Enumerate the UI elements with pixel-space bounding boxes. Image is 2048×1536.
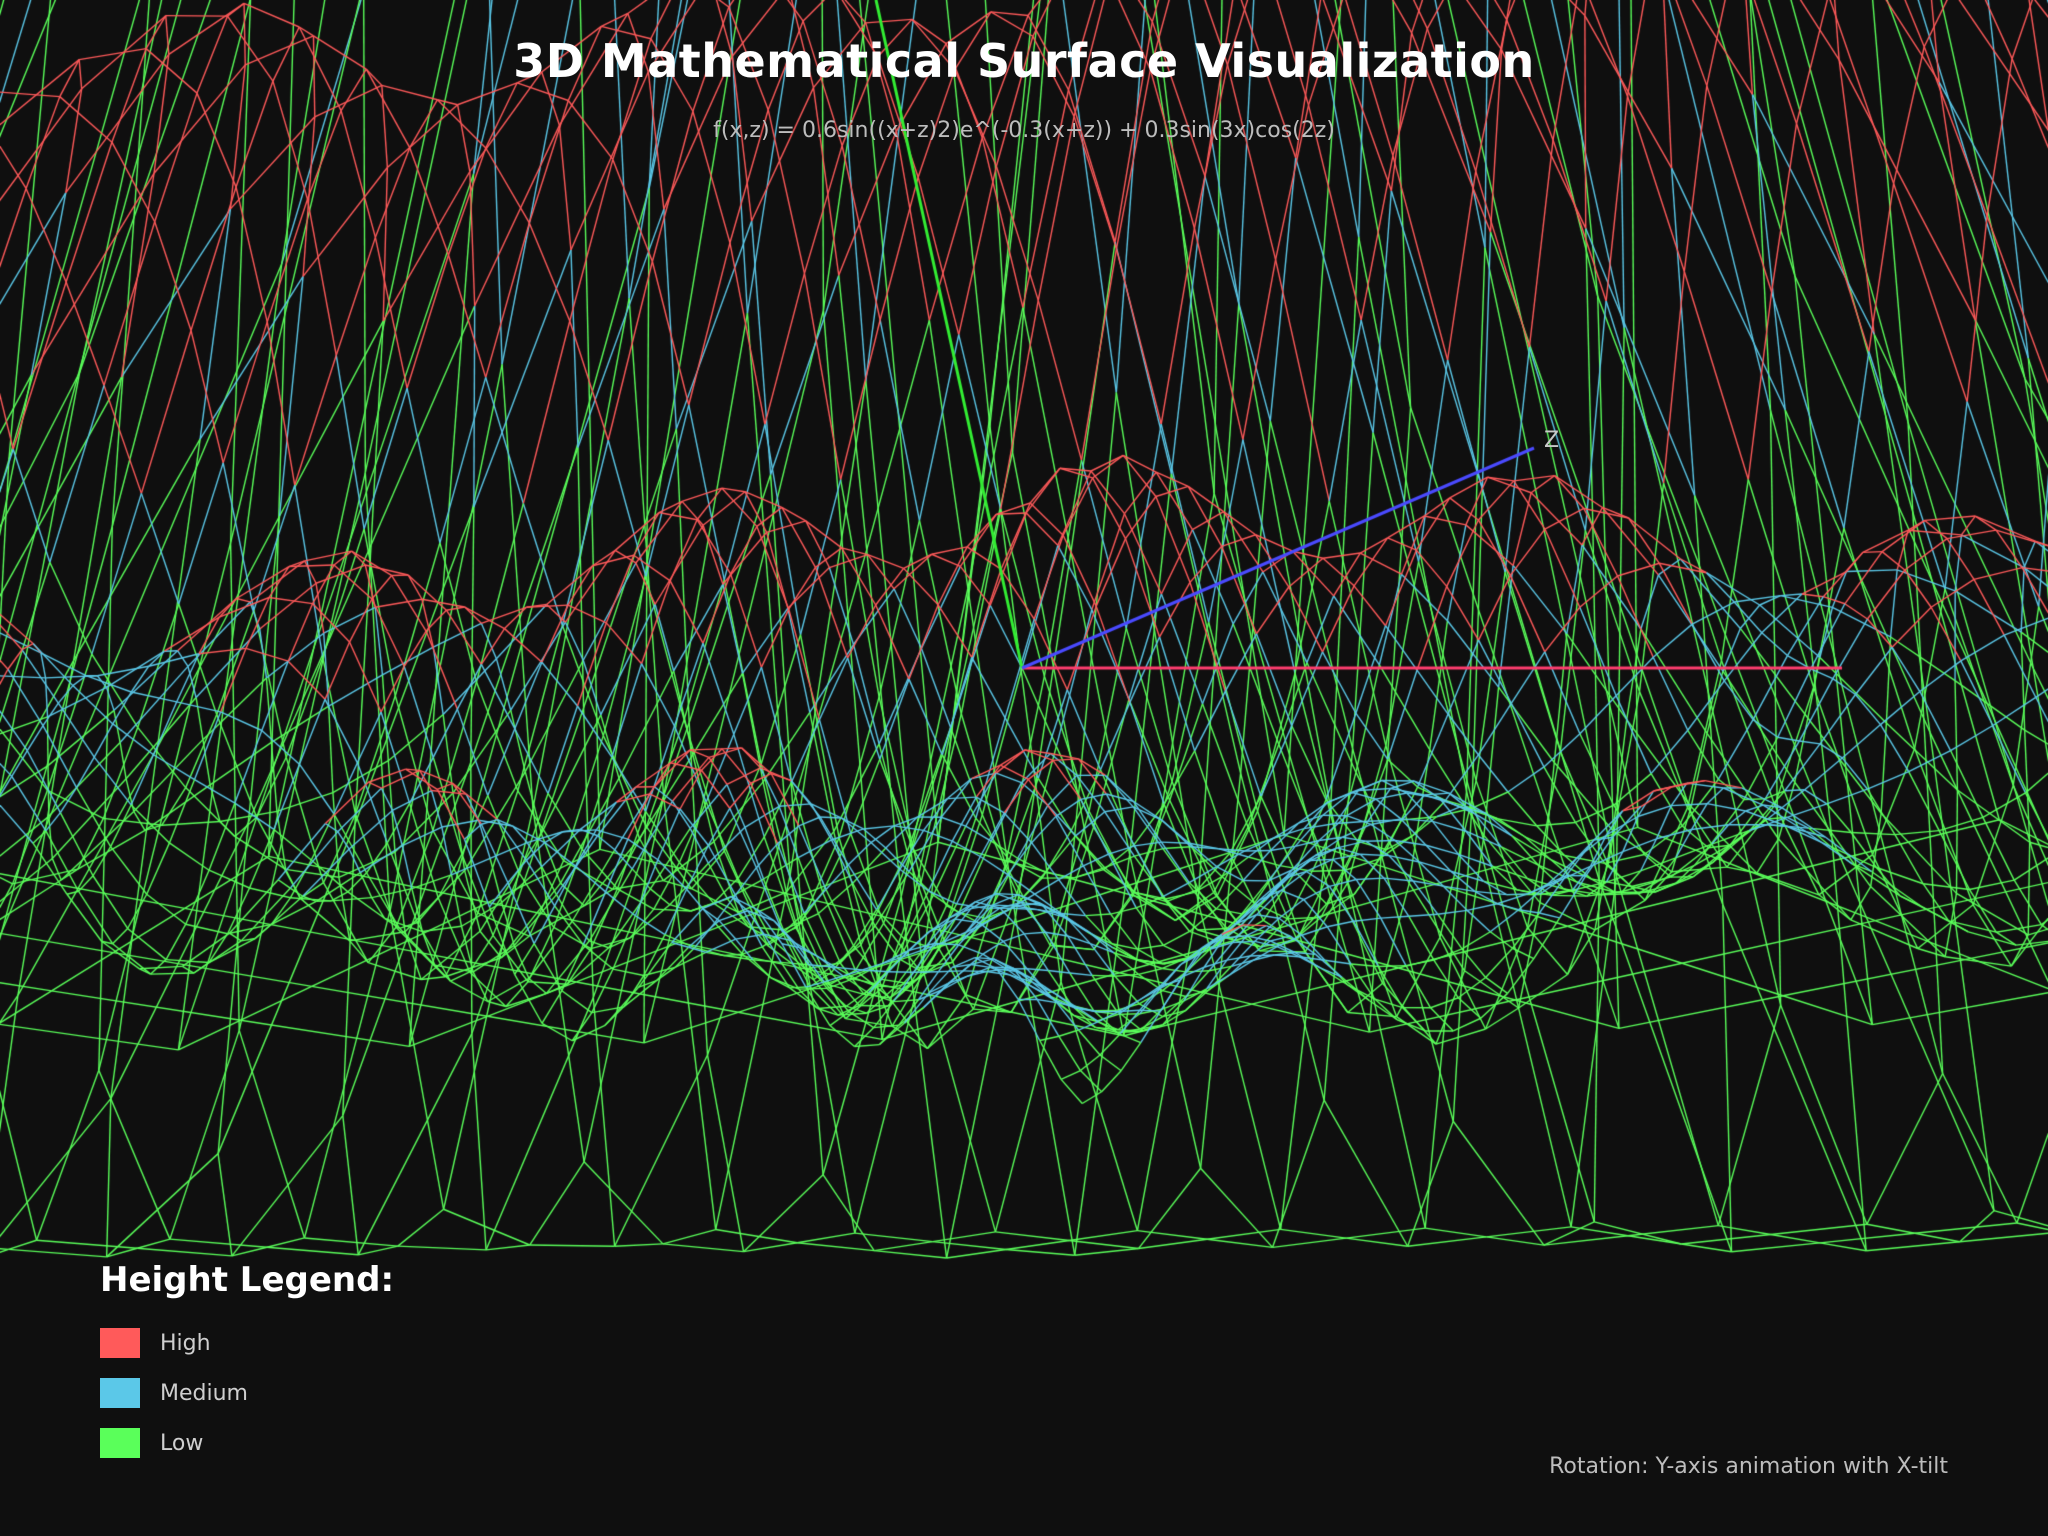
- legend-item-medium: Medium: [100, 1368, 394, 1418]
- legend-swatch-low: [100, 1428, 140, 1458]
- legend-swatch-high: [100, 1328, 140, 1358]
- legend-label-high: High: [160, 1330, 211, 1356]
- rotation-footnote: Rotation: Y-axis animation with X-tilt: [1549, 1454, 1948, 1479]
- legend-label-medium: Medium: [160, 1380, 248, 1406]
- height-legend: Height Legend: High Medium Low: [100, 1260, 394, 1468]
- legend-title: Height Legend:: [100, 1260, 395, 1300]
- legend-item-high: High: [100, 1318, 394, 1368]
- formula-subtitle: f(x,z) = 0.6sin((x+z)2)e^(-0.3(x+z)) + 0…: [713, 118, 1335, 143]
- legend-item-low: Low: [100, 1418, 394, 1468]
- legend-label-low: Low: [160, 1430, 204, 1456]
- page-title: 3D Mathematical Surface Visualization: [513, 34, 1535, 88]
- legend-swatch-medium: [100, 1378, 140, 1408]
- z-axis-label: Z: [1544, 428, 1560, 453]
